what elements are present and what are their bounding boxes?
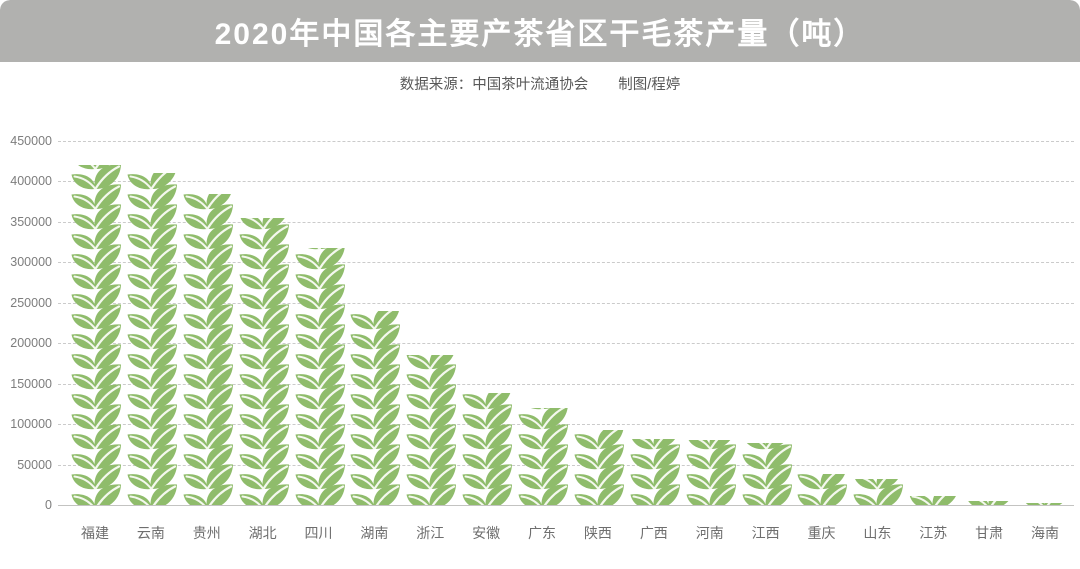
chart-bar bbox=[738, 442, 794, 505]
y-tick-label: 450000 bbox=[10, 134, 52, 148]
x-tick-label: 山东 bbox=[863, 525, 892, 541]
tea-leaf-icon bbox=[573, 429, 626, 450]
tea-leaf-icon bbox=[238, 217, 290, 230]
tea-leaf-icon bbox=[517, 407, 570, 410]
x-tick-label: 贵州 bbox=[192, 525, 221, 541]
tea-leaf-icon bbox=[70, 165, 123, 170]
y-tick-label: 400000 bbox=[10, 174, 52, 189]
gridline bbox=[58, 262, 1074, 264]
chart-bar bbox=[402, 355, 458, 505]
gridline bbox=[58, 302, 1074, 304]
x-tick-label: 浙江 bbox=[416, 525, 445, 541]
tea-leaf-icon bbox=[461, 393, 514, 410]
gridline bbox=[58, 141, 1074, 142]
gridline bbox=[58, 383, 1074, 385]
source-note: 数据来源：中国茶叶流通协会 bbox=[399, 76, 589, 93]
x-axis-line bbox=[58, 505, 1074, 506]
tea-leaf-icon bbox=[964, 500, 1017, 505]
tea-leaf-icon bbox=[852, 479, 905, 490]
x-tick-label: 云南 bbox=[136, 525, 165, 541]
chart-bar bbox=[179, 193, 235, 505]
x-tick-label: 河南 bbox=[695, 525, 724, 541]
title-banner: 2020年中国各主要产茶省区干毛茶产量（吨） bbox=[0, 0, 1080, 62]
y-tick-label: 250000 bbox=[10, 295, 52, 310]
tea-leaf-icon bbox=[629, 438, 681, 450]
tea-leaf-icon bbox=[796, 474, 849, 490]
chart-bar bbox=[123, 173, 179, 505]
x-tick-label: 江苏 bbox=[919, 525, 948, 541]
chart-bar bbox=[346, 310, 402, 505]
chart-bar bbox=[458, 393, 514, 505]
tea-leaf-icon bbox=[517, 407, 570, 430]
tea-leaf-icon bbox=[908, 496, 961, 505]
x-tick-label: 广东 bbox=[528, 525, 557, 541]
y-tick-label: 150000 bbox=[10, 376, 52, 391]
gridline bbox=[58, 221, 1074, 223]
y-tick-label: 300000 bbox=[10, 255, 52, 270]
chart-bar bbox=[514, 407, 570, 505]
x-tick-label: 广西 bbox=[639, 525, 668, 541]
chart-bar bbox=[67, 165, 123, 505]
credit-note: 制图/程婷 bbox=[618, 76, 681, 93]
x-tick-label: 湖北 bbox=[248, 525, 277, 541]
chart-bar bbox=[235, 217, 291, 505]
x-tick-label: 甘肃 bbox=[975, 525, 1004, 541]
y-tick-label: 350000 bbox=[10, 214, 52, 229]
tea-leaf-icon bbox=[1020, 502, 1073, 505]
y-tick-label: 200000 bbox=[10, 336, 52, 351]
tea-leaf-icon bbox=[740, 442, 793, 450]
chart-bar bbox=[849, 479, 905, 505]
chart-bar bbox=[626, 438, 682, 505]
tea-leaf-icon bbox=[182, 193, 234, 210]
chart-bar bbox=[291, 247, 347, 505]
y-tick-label: 100000 bbox=[10, 417, 52, 432]
chart-bar bbox=[570, 429, 626, 505]
chart-bar bbox=[793, 474, 849, 505]
chart-bar bbox=[1017, 502, 1073, 505]
gridline bbox=[58, 343, 1074, 345]
chart-bar bbox=[682, 440, 738, 505]
tea-leaf-icon bbox=[685, 440, 737, 450]
x-tick-label: 重庆 bbox=[807, 525, 836, 541]
tea-leaf-icon bbox=[293, 247, 346, 270]
y-tick-label: 50000 bbox=[17, 457, 52, 472]
subtitle-row: 数据来源：中国茶叶流通协会 制图/程婷 bbox=[0, 62, 1080, 104]
x-tick-label: 陕西 bbox=[583, 525, 612, 541]
tea-leaf-icon bbox=[126, 173, 178, 190]
x-tick-label: 海南 bbox=[1031, 525, 1059, 541]
gridline bbox=[58, 181, 1074, 183]
tea-leaf-icon bbox=[349, 310, 402, 330]
page-title: 2020年中国各主要产茶省区干毛茶产量（吨） bbox=[214, 18, 866, 51]
y-tick-label: 0 bbox=[45, 498, 52, 512]
x-tick-label: 江西 bbox=[751, 525, 780, 541]
chart-bar bbox=[905, 496, 961, 505]
x-tick-label: 安徽 bbox=[472, 525, 501, 541]
tea-leaf-icon bbox=[293, 247, 346, 250]
x-tick-label: 福建 bbox=[81, 525, 109, 541]
x-tick-label: 湖南 bbox=[360, 525, 389, 541]
x-tick-label: 四川 bbox=[304, 525, 333, 541]
chart-bar bbox=[961, 500, 1017, 505]
tea-leaf-icon bbox=[405, 355, 458, 370]
